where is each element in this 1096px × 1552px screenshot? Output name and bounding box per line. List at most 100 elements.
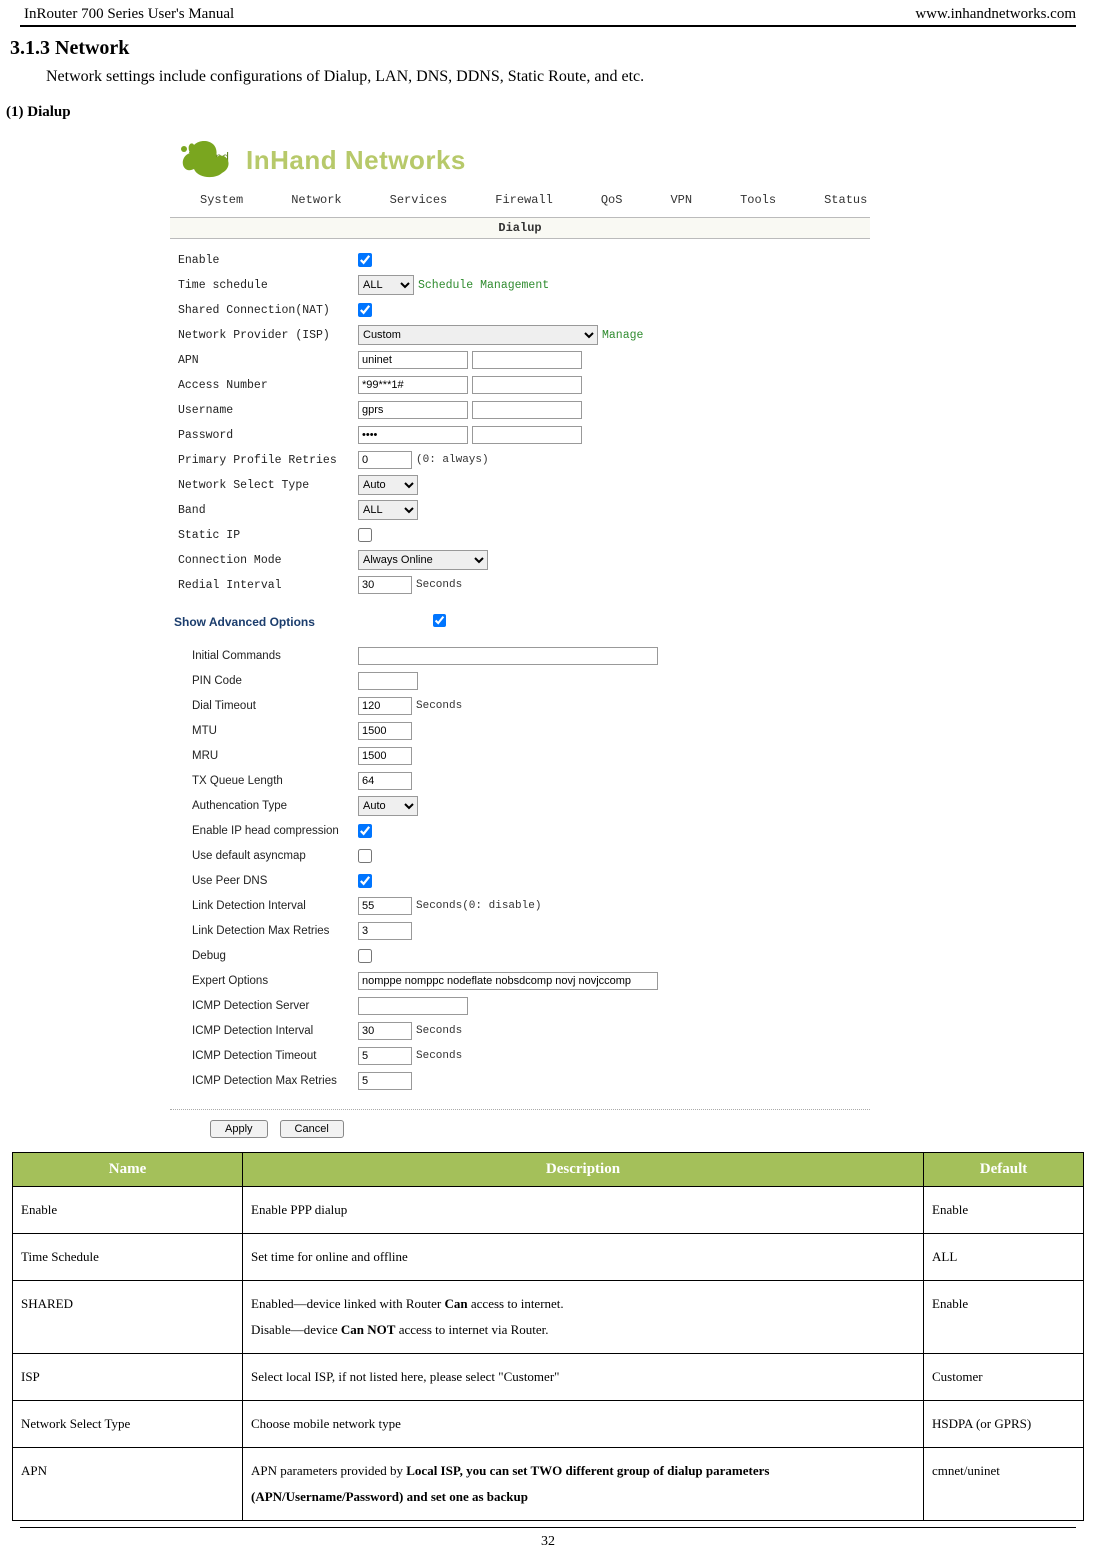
nav-tools[interactable]: Tools xyxy=(740,193,776,207)
debug-checkbox[interactable] xyxy=(358,949,372,963)
field-label: MRU xyxy=(178,750,358,762)
field-label: Network Provider (ISP) xyxy=(178,329,358,342)
table-cell: Network Select Type xyxy=(13,1401,243,1448)
redial-interval-suffix: Seconds xyxy=(416,579,462,591)
icmp-detection-max-retries-input[interactable] xyxy=(358,1072,412,1090)
field-label: Initial Commands xyxy=(178,650,358,662)
redial-interval-input[interactable] xyxy=(358,576,412,594)
tx-queue-length-input[interactable] xyxy=(358,772,412,790)
username-input-0[interactable] xyxy=(358,401,468,419)
table-cell: APN xyxy=(13,1448,243,1521)
username-input-1[interactable] xyxy=(472,401,582,419)
link-detection-interval-suffix: Seconds(0: disable) xyxy=(416,900,541,912)
icmp-detection-server-input[interactable] xyxy=(358,997,468,1015)
enable-checkbox[interactable] xyxy=(358,253,372,267)
nav-status[interactable]: Status xyxy=(824,193,867,207)
table-cell: HSDPA (or GPRS) xyxy=(924,1401,1084,1448)
nav-vpn[interactable]: VPN xyxy=(670,193,692,207)
link-detection-max-retries-input[interactable] xyxy=(358,922,412,940)
table-row: EnableEnable PPP dialupEnable xyxy=(13,1187,1084,1234)
nav-system[interactable]: System xyxy=(200,193,243,207)
field-label: TX Queue Length xyxy=(178,775,358,787)
doc-url: www.inhandnetworks.com xyxy=(915,6,1076,23)
enable-ip-head-compression-checkbox[interactable] xyxy=(358,824,372,838)
field-label: Use default asyncmap xyxy=(178,850,358,862)
field-label: Link Detection Max Retries xyxy=(178,925,358,937)
authencation-type-select[interactable]: Auto xyxy=(358,796,418,816)
field-label: MTU xyxy=(178,725,358,737)
field-label: Enable IP head compression xyxy=(178,825,358,837)
nav-services[interactable]: Services xyxy=(390,193,448,207)
field-label: Static IP xyxy=(178,529,358,542)
time-schedule-select[interactable]: ALL xyxy=(358,275,414,295)
field-label: Shared Connection(NAT) xyxy=(178,304,358,317)
field-label: Time schedule xyxy=(178,279,358,292)
table-header: Default xyxy=(924,1153,1084,1187)
field-label: ICMP Detection Timeout xyxy=(178,1050,358,1062)
static-ip-checkbox[interactable] xyxy=(358,528,372,542)
table-cell: Enable xyxy=(13,1187,243,1234)
apn-input-1[interactable] xyxy=(472,351,582,369)
network-provider-isp--link[interactable]: Manage xyxy=(602,329,643,342)
field-label: ICMP Detection Interval xyxy=(178,1025,358,1037)
top-nav: System Network Services Firewall QoS VPN Tools… xyxy=(170,189,870,217)
subsection-title: (1) Dialup xyxy=(0,100,1096,133)
initial-commands-input[interactable] xyxy=(358,647,658,665)
field-label: Debug xyxy=(178,950,358,962)
page-number: 32 xyxy=(20,1527,1076,1552)
icmp-detection-timeout-input[interactable] xyxy=(358,1047,412,1065)
field-label: Use Peer DNS xyxy=(178,875,358,887)
field-label: Access Number xyxy=(178,379,358,392)
primary-profile-retries-suffix: (0: always) xyxy=(416,454,489,466)
field-label: Password xyxy=(178,429,358,442)
network-provider-isp--select[interactable]: Custom xyxy=(358,325,598,345)
use-peer-dns-checkbox[interactable] xyxy=(358,874,372,888)
network-select-type-select[interactable]: Auto xyxy=(358,475,418,495)
field-label: Username xyxy=(178,404,358,417)
table-cell: Customer xyxy=(924,1354,1084,1401)
dial-timeout-input[interactable] xyxy=(358,697,412,715)
field-label: Expert Options xyxy=(178,975,358,987)
band-select[interactable]: ALL xyxy=(358,500,418,520)
nav-network[interactable]: Network xyxy=(291,193,341,207)
table-cell: ALL xyxy=(924,1234,1084,1281)
icmp-detection-interval-input[interactable] xyxy=(358,1022,412,1040)
access-number-input-0[interactable] xyxy=(358,376,468,394)
time-schedule-link[interactable]: Schedule Management xyxy=(418,279,549,292)
advanced-options-checkbox[interactable] xyxy=(433,614,446,627)
link-detection-interval-input[interactable] xyxy=(358,897,412,915)
password-input-0[interactable] xyxy=(358,426,468,444)
table-header: Description xyxy=(243,1153,924,1187)
access-number-input-1[interactable] xyxy=(472,376,582,394)
password-input-1[interactable] xyxy=(472,426,582,444)
dialup-screenshot: InHand Networks inhand SystemNetworkServ… xyxy=(170,133,870,1142)
shared-connection-nat--checkbox[interactable] xyxy=(358,303,372,317)
pin-code-input[interactable] xyxy=(358,672,418,690)
nav-firewall[interactable]: Firewall xyxy=(495,193,553,207)
field-label: Dial Timeout xyxy=(178,700,358,712)
cancel-button[interactable]: Cancel xyxy=(280,1120,344,1138)
use-default-asyncmap-checkbox[interactable] xyxy=(358,849,372,863)
table-cell: Time Schedule xyxy=(13,1234,243,1281)
field-label: Connection Mode xyxy=(178,554,358,567)
primary-profile-retries-input[interactable] xyxy=(358,451,412,469)
apn-input-0[interactable] xyxy=(358,351,468,369)
nav-qos[interactable]: QoS xyxy=(601,193,623,207)
table-row: ISPSelect local ISP, if not listed here,… xyxy=(13,1354,1084,1401)
table-cell: ISP xyxy=(13,1354,243,1401)
header-rule xyxy=(20,25,1076,27)
mru-input[interactable] xyxy=(358,747,412,765)
table-cell: APN parameters provided by Local ISP, yo… xyxy=(243,1448,924,1521)
table-row: Time ScheduleSet time for online and off… xyxy=(13,1234,1084,1281)
field-label: Band xyxy=(178,504,358,517)
advanced-options-header[interactable]: Show Advanced Options xyxy=(170,605,315,635)
field-label: ICMP Detection Max Retries xyxy=(178,1075,358,1087)
field-label: Link Detection Interval xyxy=(178,900,358,912)
apply-button[interactable]: Apply xyxy=(210,1120,268,1138)
doc-title: InRouter 700 Series User's Manual xyxy=(24,6,234,23)
field-label: Authencation Type xyxy=(178,800,358,812)
connection-mode-select[interactable]: Always Online xyxy=(358,550,488,570)
field-label: Enable xyxy=(178,254,358,267)
mtu-input[interactable] xyxy=(358,722,412,740)
expert-options-input[interactable] xyxy=(358,972,658,990)
